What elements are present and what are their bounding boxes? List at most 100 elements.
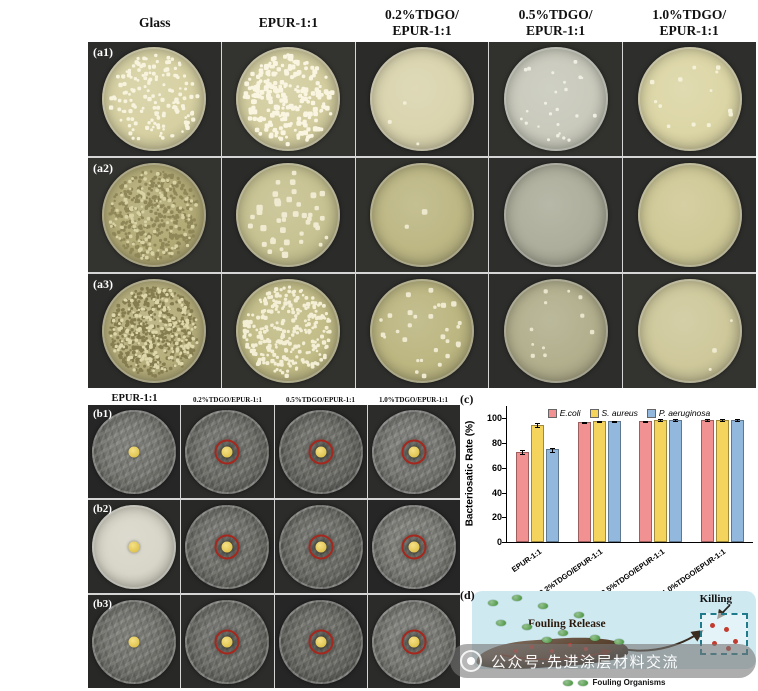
bacterial-colonies [504, 279, 505, 280]
y-tick-mark [502, 418, 507, 420]
sample-disc [221, 446, 233, 457]
error-cap [673, 420, 679, 422]
bar-e-coli [577, 421, 591, 542]
petri-dish [637, 47, 742, 151]
error-cap [643, 422, 649, 424]
bacterial-colonies [638, 279, 639, 280]
sample-disc [128, 541, 140, 552]
error-cap [719, 419, 725, 421]
plate-row: (a3) [88, 274, 756, 388]
petri-dish [102, 163, 207, 267]
camera-icon [460, 650, 482, 672]
inhibition-ring [214, 534, 240, 559]
legend-swatch [547, 408, 557, 418]
column-header: EPUR-1:1 [258, 15, 319, 31]
column-header: 1.0%TDGO/ EPUR-1:1 [652, 7, 727, 38]
petri-dish [236, 47, 341, 151]
plate-photo-cell [181, 595, 274, 688]
petri-dish [102, 47, 207, 151]
plate-photo-cell [88, 42, 221, 156]
sample-disc [221, 636, 233, 647]
plate-photo-cell [367, 595, 460, 688]
y-tick-mark [502, 492, 507, 494]
killing-label: Killing [699, 593, 732, 605]
legend-label: P. aeruginosa [658, 408, 711, 418]
bacteria-dot [733, 639, 738, 644]
fouling-organism-icon [558, 630, 568, 636]
column-header: 1.0%TDGO/EPUR-1:1 [378, 396, 449, 404]
plate-photo-cell [88, 595, 181, 688]
error-line [721, 419, 723, 422]
chart-plot-area: 0 20 40 60 80 100 EPUR-1:1 0.2%TDGO/EPUR-1:1 0.5… [487, 406, 753, 597]
petri-dish [102, 279, 207, 383]
error-line [645, 420, 647, 424]
sample-disc [315, 541, 327, 552]
row-label: (b1) [93, 408, 112, 420]
y-tick-label: 40 [491, 487, 502, 498]
panel-d-label: (d) [460, 588, 475, 602]
plate-photo-cell [489, 274, 623, 388]
error-cap [581, 421, 587, 423]
legend-label: E.coli [559, 408, 581, 418]
error-cap [719, 420, 725, 422]
row-label: (a3) [93, 277, 113, 291]
error-cap [734, 420, 740, 422]
error-cap [704, 419, 710, 421]
watermark: 公众号·先进涂层材料交流 [450, 644, 756, 678]
legend-swatch [646, 408, 656, 418]
plate-photo-cell [355, 274, 489, 388]
error-cap [520, 454, 526, 456]
plate-photo-cell [623, 274, 756, 388]
error-cap [704, 420, 710, 422]
plate-photo-cell [274, 500, 367, 593]
fouling-organism-icon [496, 620, 506, 626]
error-line [736, 419, 738, 422]
plate-photo-cell [367, 405, 460, 498]
sample-disc [408, 446, 420, 457]
petri-dish [369, 279, 474, 383]
error-cap [643, 420, 649, 422]
petri-dish [236, 163, 341, 267]
fouling-organism-icon [590, 635, 600, 641]
watermark-text: 公众号·先进涂层材料交流 [491, 653, 679, 671]
column-header: 0.5%TDGO/EPUR-1:1 [285, 396, 356, 404]
plate-photo-cell [623, 158, 756, 272]
camera-lens [467, 657, 475, 665]
chart-y-axis-label: Bacteriosatic Rate (%) [464, 420, 476, 527]
bar-p-aeruginosa [607, 420, 621, 542]
plate-photo-cell [88, 500, 181, 593]
panel-a-column-headers: Glass EPUR-1:1 0.2%TDGO/ EPUR-1:1 0.5%TDGO/… [88, 5, 756, 41]
plate-row: (b2) [88, 500, 460, 593]
error-cap [520, 450, 526, 452]
fouling-organism-icon [614, 639, 624, 645]
bar-e-coli [700, 419, 714, 542]
bar-e-coli [639, 420, 653, 542]
inhibition-ring [308, 439, 334, 464]
plate-photo-cell [355, 42, 489, 156]
plate-row: (a1) [88, 42, 756, 156]
error-line [706, 419, 708, 422]
bacterial-colonies [370, 279, 371, 280]
y-tick-label: 20 [491, 512, 502, 523]
legend-item: S. aureus [589, 408, 638, 418]
plate-row: (b3) [88, 595, 460, 688]
bacterial-colonies [504, 47, 505, 48]
plate-photo-cell [181, 405, 274, 498]
error-line [522, 450, 524, 456]
column-header: Glass [139, 15, 171, 31]
sample-disc [128, 446, 140, 457]
error-cap [611, 420, 617, 422]
error-line [675, 419, 677, 422]
petri-dish [371, 409, 456, 494]
bacteria-dot [712, 641, 717, 646]
legend-label: S. aureus [601, 408, 638, 418]
panel-b-column-headers: EPUR-1:1 0.2%TDGO/EPUR-1:1 0.5%TDGO/EPUR-1… [88, 391, 460, 404]
error-cap [550, 447, 556, 449]
inhibition-ring [401, 629, 427, 654]
row-label: (b3) [93, 598, 112, 610]
bar-s-aureus [715, 419, 729, 542]
inhibition-ring [401, 534, 427, 559]
petri-dish [278, 409, 363, 494]
fouling-organism-icon [574, 612, 584, 618]
petri-dish [185, 504, 270, 589]
